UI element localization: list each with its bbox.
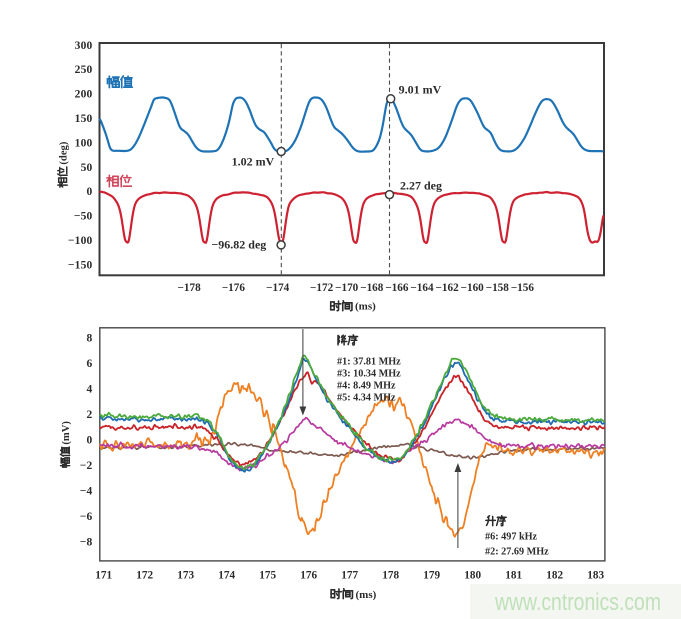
- svg-text:#2: 27.69 MHz: #2: 27.69 MHz: [485, 546, 549, 557]
- svg-text:−178: −178: [178, 282, 202, 294]
- svg-text:#4: 8.49 MHz: #4: 8.49 MHz: [337, 381, 396, 392]
- svg-text:(mV): (mV): [61, 421, 72, 445]
- svg-text:−8: −8: [80, 537, 93, 549]
- svg-text:−6: −6: [80, 511, 93, 523]
- svg-text:179: 179: [423, 570, 440, 582]
- svg-text:2.27 deg: 2.27 deg: [400, 179, 442, 193]
- svg-text:−166: −166: [385, 282, 409, 294]
- svg-text:−150: −150: [68, 259, 93, 271]
- svg-text:−164: −164: [410, 282, 434, 294]
- svg-text:250: 250: [75, 64, 93, 76]
- svg-text:150: 150: [75, 113, 93, 125]
- svg-text:−170: −170: [335, 282, 359, 294]
- svg-text:300: 300: [75, 40, 93, 52]
- svg-text:6: 6: [87, 358, 93, 370]
- svg-text:180: 180: [464, 570, 481, 582]
- svg-text:−96.82 deg: −96.82 deg: [211, 238, 266, 252]
- svg-text:(ms): (ms): [356, 589, 377, 601]
- svg-text:173: 173: [177, 570, 194, 582]
- svg-text:4: 4: [87, 384, 93, 396]
- svg-text:#1: 37.81 MHz: #1: 37.81 MHz: [337, 357, 401, 368]
- svg-text:183: 183: [587, 570, 604, 582]
- svg-text:−160: −160: [461, 282, 485, 294]
- svg-text:200: 200: [75, 89, 93, 101]
- svg-text:171: 171: [95, 570, 112, 582]
- svg-text:177: 177: [341, 570, 358, 582]
- svg-text:(deg): (deg): [58, 141, 69, 164]
- svg-text:−162: −162: [436, 282, 460, 294]
- svg-text:−100: −100: [68, 235, 93, 247]
- svg-text:175: 175: [259, 570, 276, 582]
- svg-text:−158: −158: [486, 282, 510, 294]
- svg-text:#5: 4.34 MHz: #5: 4.34 MHz: [337, 393, 396, 404]
- svg-text:2: 2: [87, 409, 93, 421]
- svg-text:8: 8: [87, 333, 93, 345]
- svg-text:1.02 mV: 1.02 mV: [232, 154, 275, 168]
- svg-text:−168: −168: [360, 282, 384, 294]
- svg-text:#3: 10.34 MHz: #3: 10.34 MHz: [337, 369, 401, 380]
- svg-text:182: 182: [546, 570, 563, 582]
- svg-text:−172: −172: [310, 282, 334, 294]
- svg-text:−50: −50: [74, 211, 93, 223]
- svg-text:172: 172: [136, 570, 153, 582]
- svg-text:−4: −4: [80, 486, 93, 498]
- svg-text:−174: −174: [266, 282, 290, 294]
- svg-text:178: 178: [382, 570, 399, 582]
- svg-text:181: 181: [505, 570, 522, 582]
- svg-text:100: 100: [75, 137, 93, 149]
- svg-text:0: 0: [87, 186, 93, 198]
- svg-text:50: 50: [81, 162, 93, 174]
- svg-text:174: 174: [218, 570, 235, 582]
- svg-text:www.cntronics.com: www.cntronics.com: [494, 589, 661, 616]
- svg-text:−176: −176: [222, 282, 246, 294]
- svg-text:−2: −2: [80, 460, 93, 472]
- svg-text:176: 176: [300, 570, 317, 582]
- svg-text:#6: 497 kHz: #6: 497 kHz: [485, 532, 538, 543]
- svg-text:9.01 mV: 9.01 mV: [399, 83, 442, 97]
- svg-text:0: 0: [87, 435, 93, 447]
- svg-text:−156: −156: [511, 282, 535, 294]
- svg-text:(ms): (ms): [355, 301, 376, 313]
